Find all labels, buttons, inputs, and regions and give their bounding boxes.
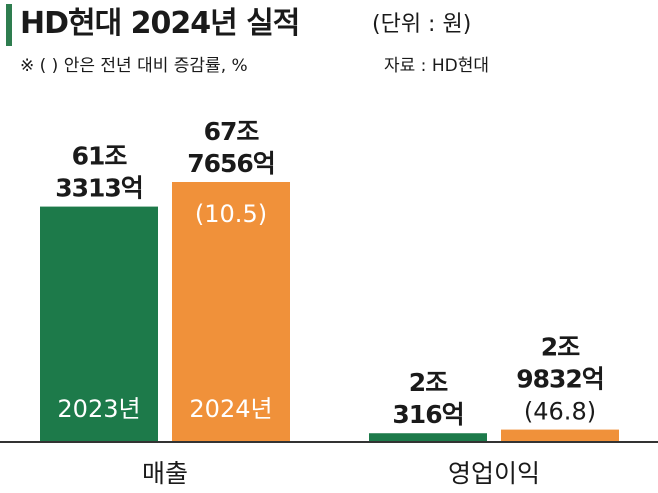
chart-title: HD현대 2024년 실적 bbox=[20, 6, 300, 41]
chart-note: ※ ( ) 안은 전년 대비 증감률, % bbox=[20, 56, 248, 76]
change-label: (10.5) bbox=[195, 200, 267, 228]
value-label: 61조 bbox=[72, 142, 128, 171]
bar-operating-profit-2023 bbox=[369, 433, 487, 441]
unit-label: (단위 : 원) bbox=[372, 12, 472, 37]
bar-operating-profit-2024 bbox=[501, 429, 619, 441]
category-label: 매출 bbox=[142, 459, 188, 488]
source-label: 자료 : HD현대 bbox=[384, 56, 489, 76]
value-label: 316억 bbox=[392, 400, 463, 429]
value-label: 7656억 bbox=[187, 149, 275, 178]
bar-revenue-2024 bbox=[172, 182, 290, 441]
bar-revenue-2023 bbox=[40, 206, 158, 441]
value-label: 2조 bbox=[409, 368, 448, 397]
category-label: 영업이익 bbox=[448, 459, 540, 488]
series-name-label: 2024년 bbox=[189, 395, 272, 423]
value-label: 3313억 bbox=[55, 174, 143, 203]
value-label: 2조 bbox=[541, 333, 580, 362]
title-accent-bar bbox=[6, 4, 12, 46]
value-label: 9832억 bbox=[516, 365, 604, 394]
change-label: (46.8) bbox=[524, 398, 596, 426]
series-name-label: 2023년 bbox=[57, 395, 140, 423]
value-label: 67조 bbox=[204, 117, 260, 146]
